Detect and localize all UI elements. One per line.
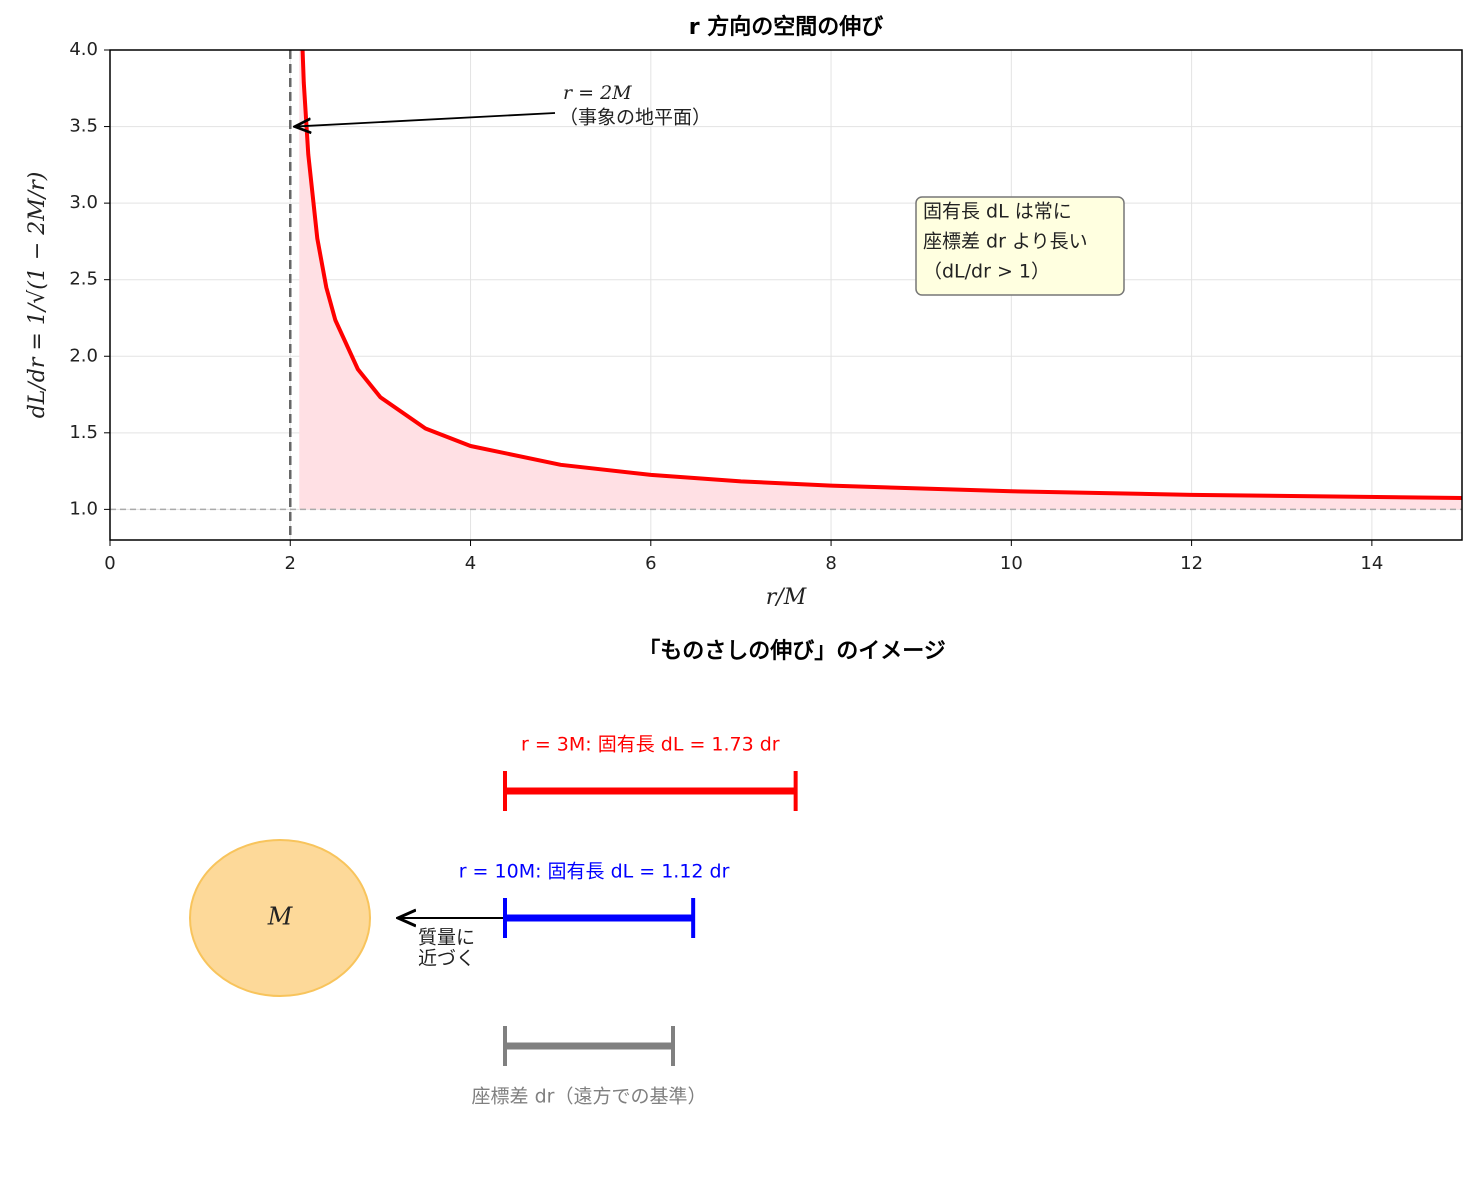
- x-tick-label: 12: [1180, 553, 1203, 574]
- annotation-text: （事象の地平面）: [559, 107, 711, 129]
- note-text: 固有長 dL は常に: [923, 201, 1072, 223]
- annotation-arrow: [295, 112, 556, 127]
- ruler-label: r = 3M: 固有長 dL = 1.73 dr: [521, 734, 780, 756]
- x-tick-label: 10: [1000, 553, 1023, 574]
- x-tick-label: 4: [465, 553, 476, 574]
- x-tick-label: 8: [825, 553, 836, 574]
- plot-area: [110, 50, 1462, 540]
- x-tick-label: 14: [1360, 553, 1383, 574]
- direction-label: 質量に: [418, 927, 475, 949]
- mass-label: M: [267, 903, 294, 931]
- note-box: [915, 196, 1125, 296]
- ruler-label: r = 10M: 固有長 dL = 1.12 dr: [459, 861, 730, 883]
- fill-area: [299, 50, 1462, 510]
- reference-label: 座標差 dr（遠方での基準）: [472, 1086, 707, 1108]
- y-tick-label: 3.5: [69, 116, 98, 137]
- diagram-title: 「ものさしの伸び」のイメージ: [638, 639, 946, 664]
- note-text: （dL/dr > 1）: [923, 261, 1050, 283]
- y-tick-label: 1.0: [69, 498, 98, 519]
- chart-title: r 方向の空間の伸び: [689, 14, 884, 40]
- x-tick-label: 2: [285, 553, 296, 574]
- note-text: 座標差 dr より長い: [923, 231, 1088, 253]
- plot-frame: [109, 49, 1463, 541]
- x-tick-label: 0: [104, 553, 115, 574]
- y-tick-label: 1.5: [69, 422, 98, 443]
- curve: [300, 50, 1462, 501]
- x-tick-label: 6: [645, 553, 656, 574]
- x-axis-label: r/M: [766, 585, 807, 610]
- plot: 0 2 4 6 8 10 12 14 1.0 1.5 2.0 2.5 3.0 3.5 4.0 r = 2M （事…: [69, 39, 1463, 574]
- y-axis-label: dL/dr = 1/√(1 − 2M/r): [25, 172, 50, 419]
- y-tick-label: 4.0: [69, 39, 98, 60]
- mass: [189, 839, 371, 997]
- y-tick-label: 2.0: [69, 345, 98, 366]
- annotation-text: r = 2M: [563, 82, 632, 104]
- y-tick-label: 2.5: [69, 269, 98, 290]
- direction-label: 近づく: [418, 948, 475, 970]
- y-tick-label: 3.0: [69, 192, 98, 213]
